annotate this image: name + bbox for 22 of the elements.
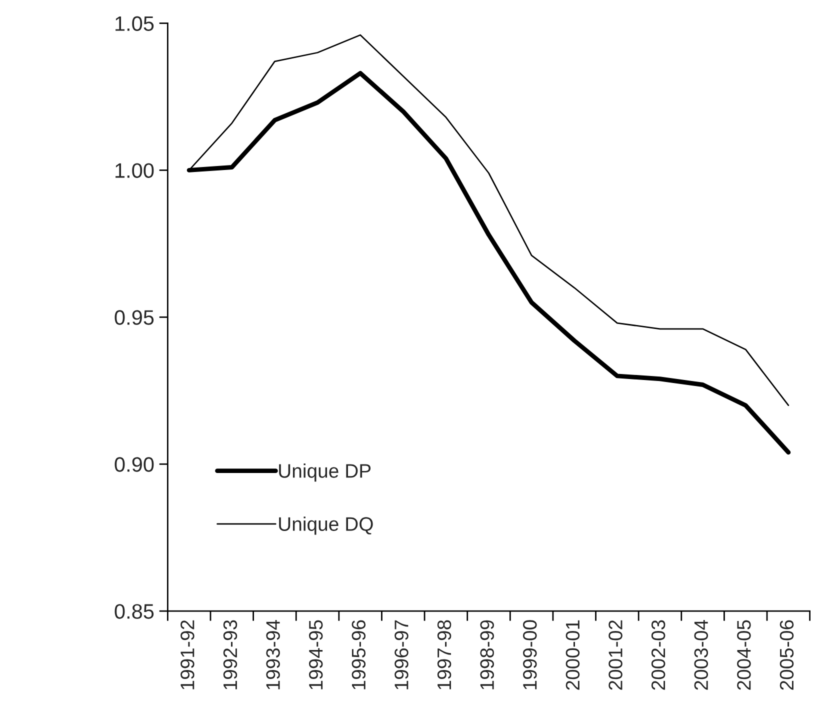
legend-label: Unique DP bbox=[279, 464, 371, 482]
x-tick-label: 1991-92 bbox=[180, 620, 194, 690]
x-tick-label: 2002-03 bbox=[651, 620, 666, 690]
x-tick-label: 1999-00 bbox=[523, 620, 537, 690]
x-tick-label: 1998-99 bbox=[480, 620, 494, 690]
legend-label: Unique DQ bbox=[279, 516, 373, 535]
x-tick-label: 1997-98 bbox=[437, 620, 452, 690]
y-tick-label: 1.05 bbox=[116, 16, 154, 31]
x-tick-label: 2005-06 bbox=[780, 620, 794, 690]
x-tick-label: 2004-05 bbox=[737, 620, 751, 690]
x-tick-label: 1993-94 bbox=[266, 620, 280, 690]
x-tick-label: 1995-96 bbox=[352, 620, 366, 690]
y-tick-label: 1.00 bbox=[116, 163, 154, 178]
x-tick-label: 2003-04 bbox=[694, 620, 708, 690]
y-tick-label: 0.95 bbox=[114, 310, 154, 325]
x-tick-label: 1994-95 bbox=[308, 620, 323, 690]
x-tick-label: 1996-97 bbox=[394, 620, 408, 690]
y-tick-label: 0.85 bbox=[114, 604, 154, 619]
x-tick-label: 2001-02 bbox=[608, 620, 622, 690]
x-tick-label: 2000-01 bbox=[566, 620, 580, 690]
y-tick-label: 0.90 bbox=[114, 457, 154, 472]
x-tick-label: 1992-93 bbox=[223, 620, 238, 690]
